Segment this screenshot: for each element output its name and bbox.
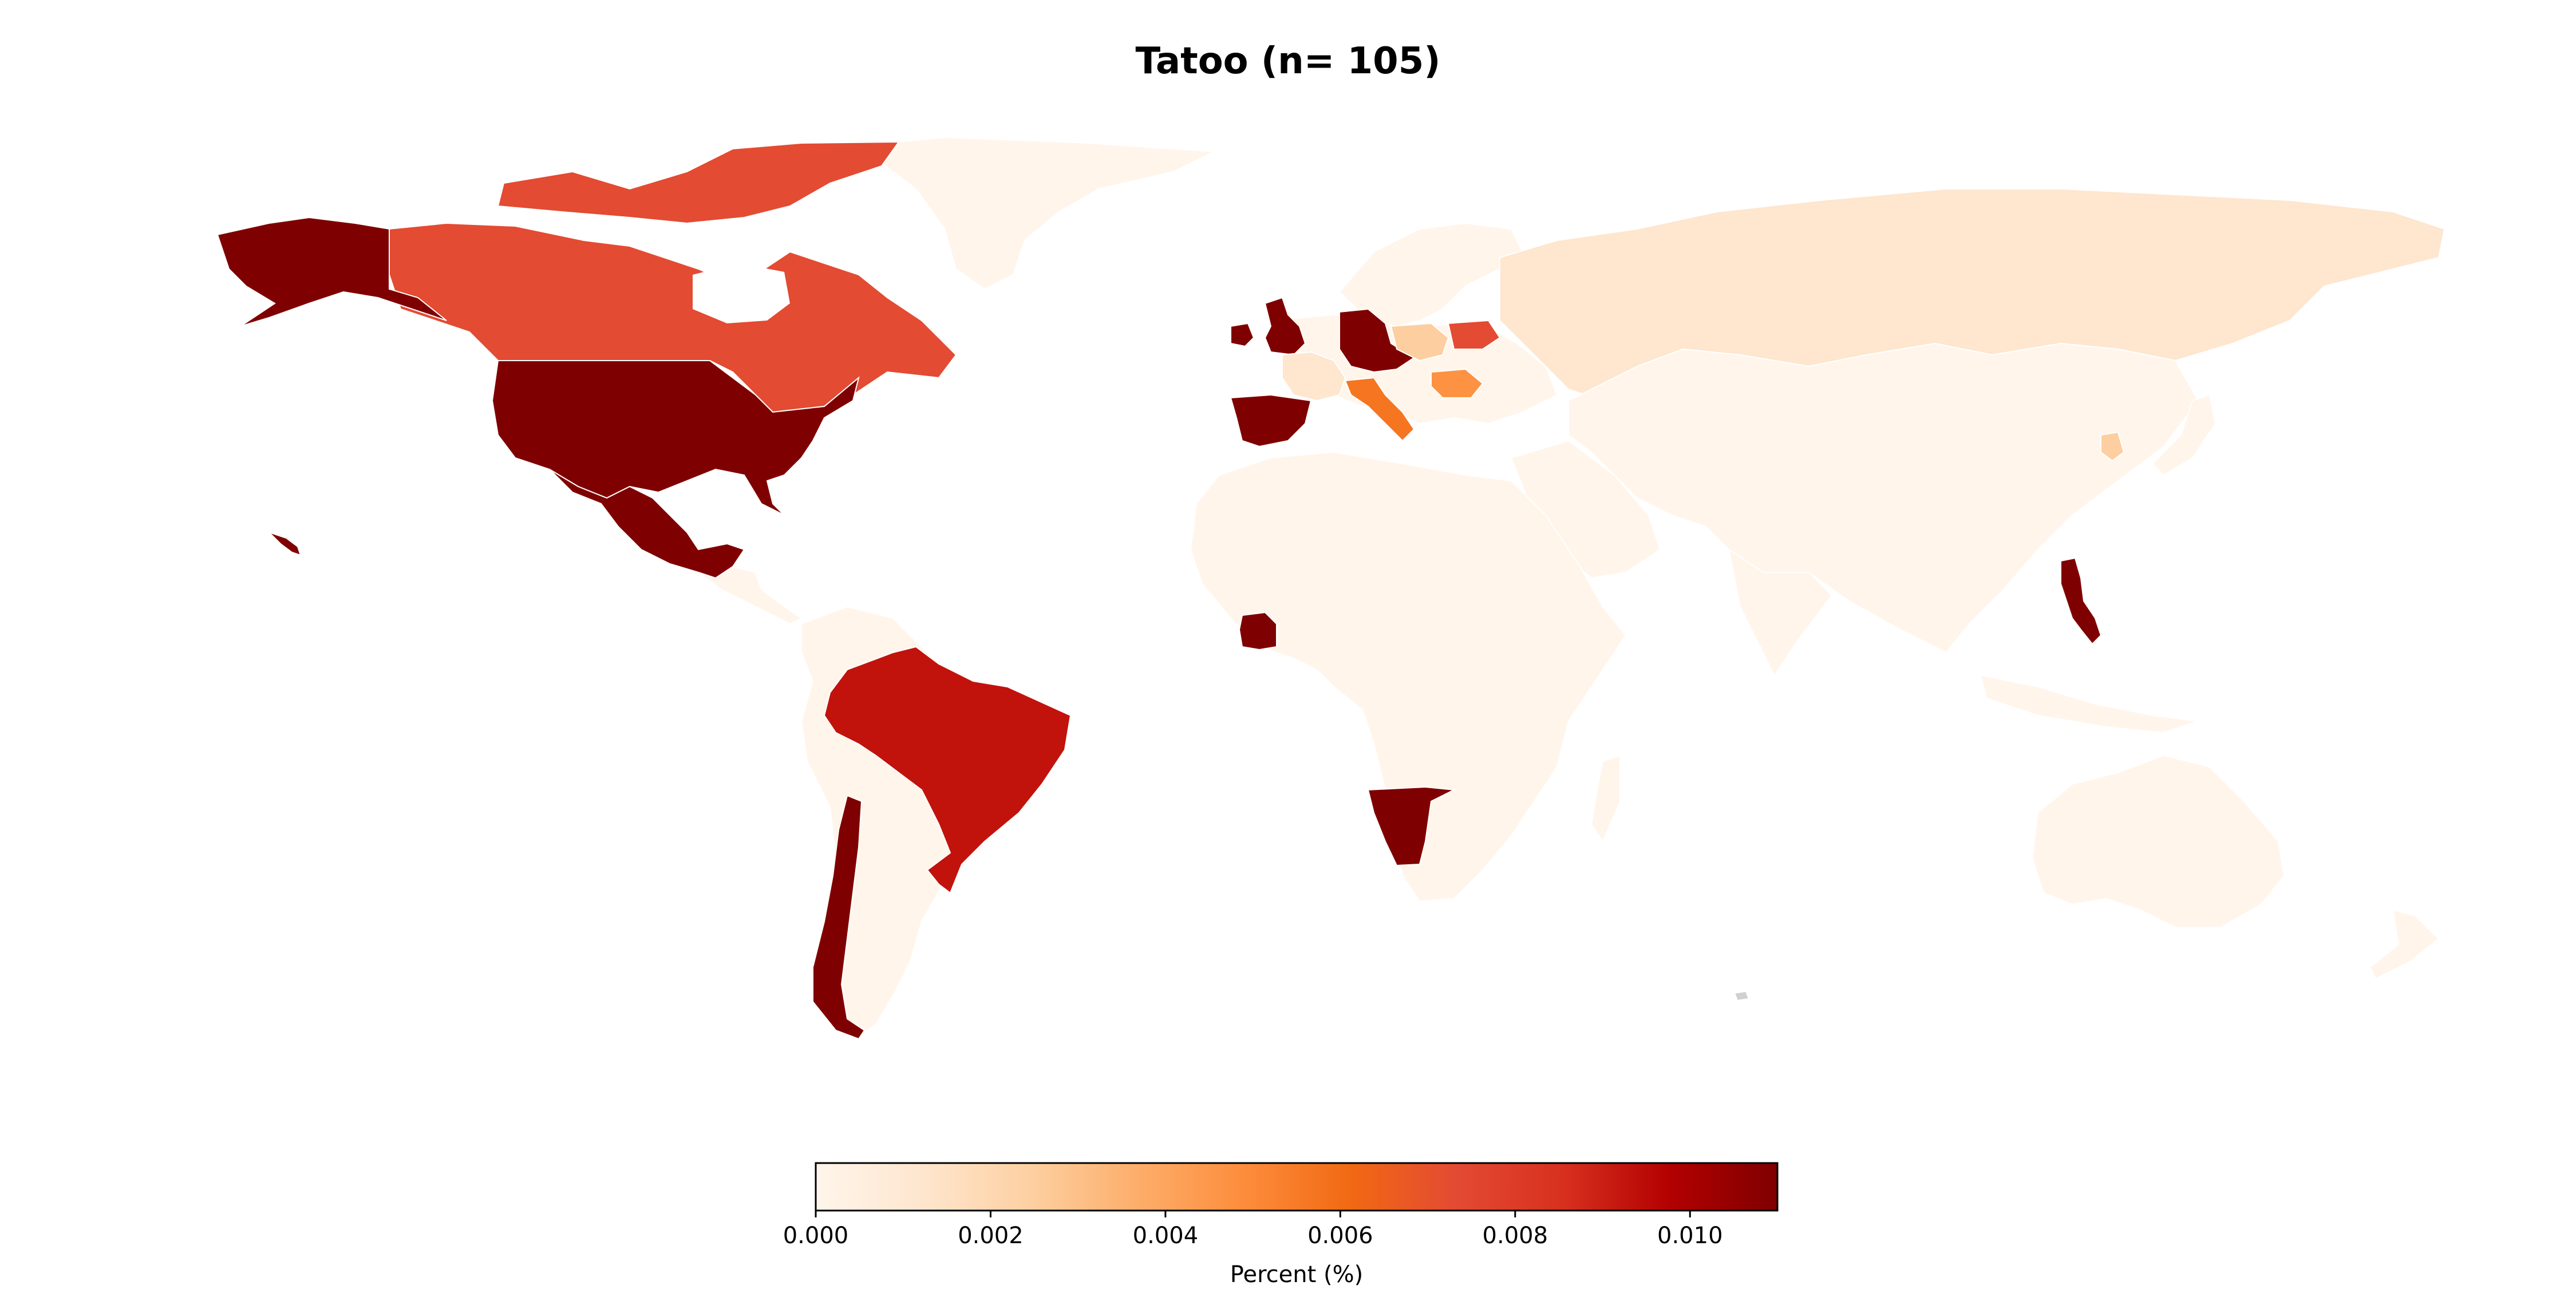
region-germany[interactable] <box>1339 308 1415 373</box>
region-greenland[interactable] <box>857 136 1216 290</box>
region-hawaii[interactable] <box>268 532 302 556</box>
region-asia-other[interactable] <box>1568 342 2199 654</box>
region-france[interactable] <box>1282 351 1346 402</box>
colorbar-ticks: 0.000 0.002 0.004 0.006 0.008 0.010 <box>783 1211 1723 1249</box>
countries-layer <box>216 136 2445 1040</box>
region-italy[interactable] <box>1344 377 1415 442</box>
region-south-korea[interactable] <box>2100 431 2125 462</box>
region-canada[interactable] <box>389 222 957 413</box>
region-ivory-coast[interactable] <box>1238 611 1277 651</box>
colorbar-label: Percent (%) <box>1230 1261 1363 1288</box>
hudson-bay <box>693 263 790 323</box>
colorbar-tick-label: 0.010 <box>1657 1223 1723 1249</box>
region-mexico[interactable] <box>549 469 745 579</box>
region-namibia[interactable] <box>1367 786 1456 867</box>
region-brazil[interactable] <box>823 646 1072 894</box>
colorbar: 0.000 0.002 0.004 0.006 0.008 0.010 Percent (… <box>783 1162 1779 1288</box>
region-no-data <box>1733 990 1750 1002</box>
colorbar-tick-label: 0.000 <box>783 1223 849 1249</box>
region-uk[interactable] <box>1264 296 1306 356</box>
region-alaska[interactable] <box>216 216 447 327</box>
region-indonesia[interactable] <box>1980 674 2199 734</box>
region-central-america[interactable] <box>698 566 803 625</box>
region-ireland[interactable] <box>1230 322 1255 347</box>
region-romania[interactable] <box>1431 368 1484 398</box>
region-new-zealand[interactable] <box>2369 909 2440 980</box>
region-philippines[interactable] <box>2060 557 2102 645</box>
colorbar-tick-label: 0.004 <box>1133 1223 1199 1249</box>
region-belarus[interactable] <box>1447 319 1501 350</box>
region-poland[interactable] <box>1390 322 1449 362</box>
region-australia[interactable] <box>2031 754 2285 928</box>
region-spain[interactable] <box>1230 394 1312 448</box>
region-canada-arctic[interactable] <box>497 141 900 224</box>
region-chile[interactable] <box>812 794 866 1040</box>
region-japan[interactable] <box>2151 394 2217 476</box>
region-madagascar[interactable] <box>1590 754 1621 843</box>
colorbar-gradient <box>815 1162 1779 1212</box>
region-india[interactable] <box>1728 548 1833 677</box>
colorbar-tick-label: 0.008 <box>1483 1223 1548 1249</box>
map-title: Tatoo (n= 105) <box>1135 40 1441 82</box>
colorbar-tick-label: 0.002 <box>958 1223 1024 1249</box>
colorbar-tick-label: 0.006 <box>1307 1223 1373 1249</box>
